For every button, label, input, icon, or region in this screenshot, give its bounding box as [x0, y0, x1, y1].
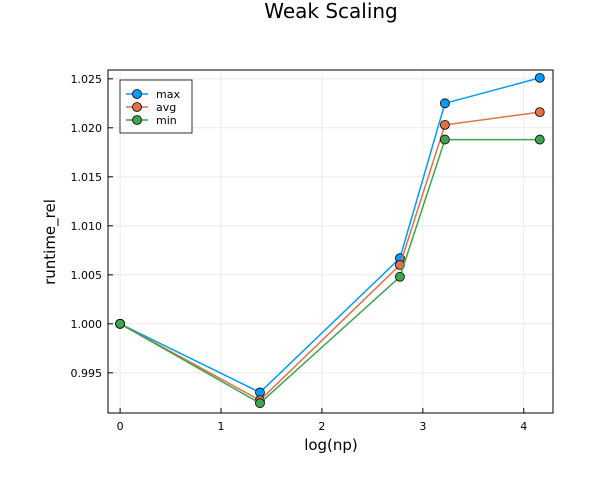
data-point-max — [440, 98, 450, 109]
series-layer — [115, 72, 545, 409]
data-point-avg — [534, 107, 545, 118]
legend-marker — [132, 115, 142, 125]
x-tick-label: 1 — [218, 420, 225, 433]
x-axis-ticks: 0 1 2 3 4 — [117, 408, 527, 433]
y-axis-ticks: 0.995 1.000 1.005 1.010 1.015 1.020 1.025 — [71, 73, 113, 380]
chart-title: Weak Scaling — [264, 0, 398, 23]
data-point-avg — [440, 119, 450, 130]
data-point-min — [255, 398, 265, 409]
x-tick-label: 0 — [117, 420, 124, 433]
legend-marker — [132, 102, 142, 112]
data-point-min — [440, 134, 450, 145]
x-tick-label: 2 — [318, 420, 325, 433]
legend-label: min — [156, 114, 177, 127]
y-tick-label: 1.015 — [71, 171, 103, 184]
series-line-min — [119, 138, 540, 405]
y-tick-label: 1.020 — [71, 122, 103, 135]
data-point-min — [115, 318, 126, 329]
legend-item-max: max — [126, 88, 180, 101]
y-tick-label: 1.025 — [71, 73, 103, 86]
plot-frame — [107, 69, 554, 414]
data-point-max — [534, 72, 545, 83]
legend-marker — [132, 89, 142, 99]
series-avg — [115, 107, 545, 406]
y-axis-label: runtime_rel — [41, 199, 60, 285]
data-point-min — [534, 134, 545, 145]
series-line-avg — [119, 111, 540, 402]
series-min — [115, 134, 545, 409]
y-tick-label: 0.995 — [71, 367, 103, 380]
x-tick-label: 4 — [520, 420, 527, 433]
x-tick-label: 3 — [419, 420, 426, 433]
y-tick-label: 1.010 — [71, 220, 103, 233]
data-point-min — [395, 271, 405, 282]
legend-label: max — [156, 88, 180, 101]
x-axis-label: log(np) — [304, 436, 358, 454]
legend-item-min: min — [126, 114, 177, 127]
legend-label: avg — [156, 101, 176, 114]
legend-item-avg: avg — [126, 101, 176, 114]
y-tick-label: 1.000 — [71, 318, 103, 331]
y-tick-label: 1.005 — [71, 269, 103, 282]
